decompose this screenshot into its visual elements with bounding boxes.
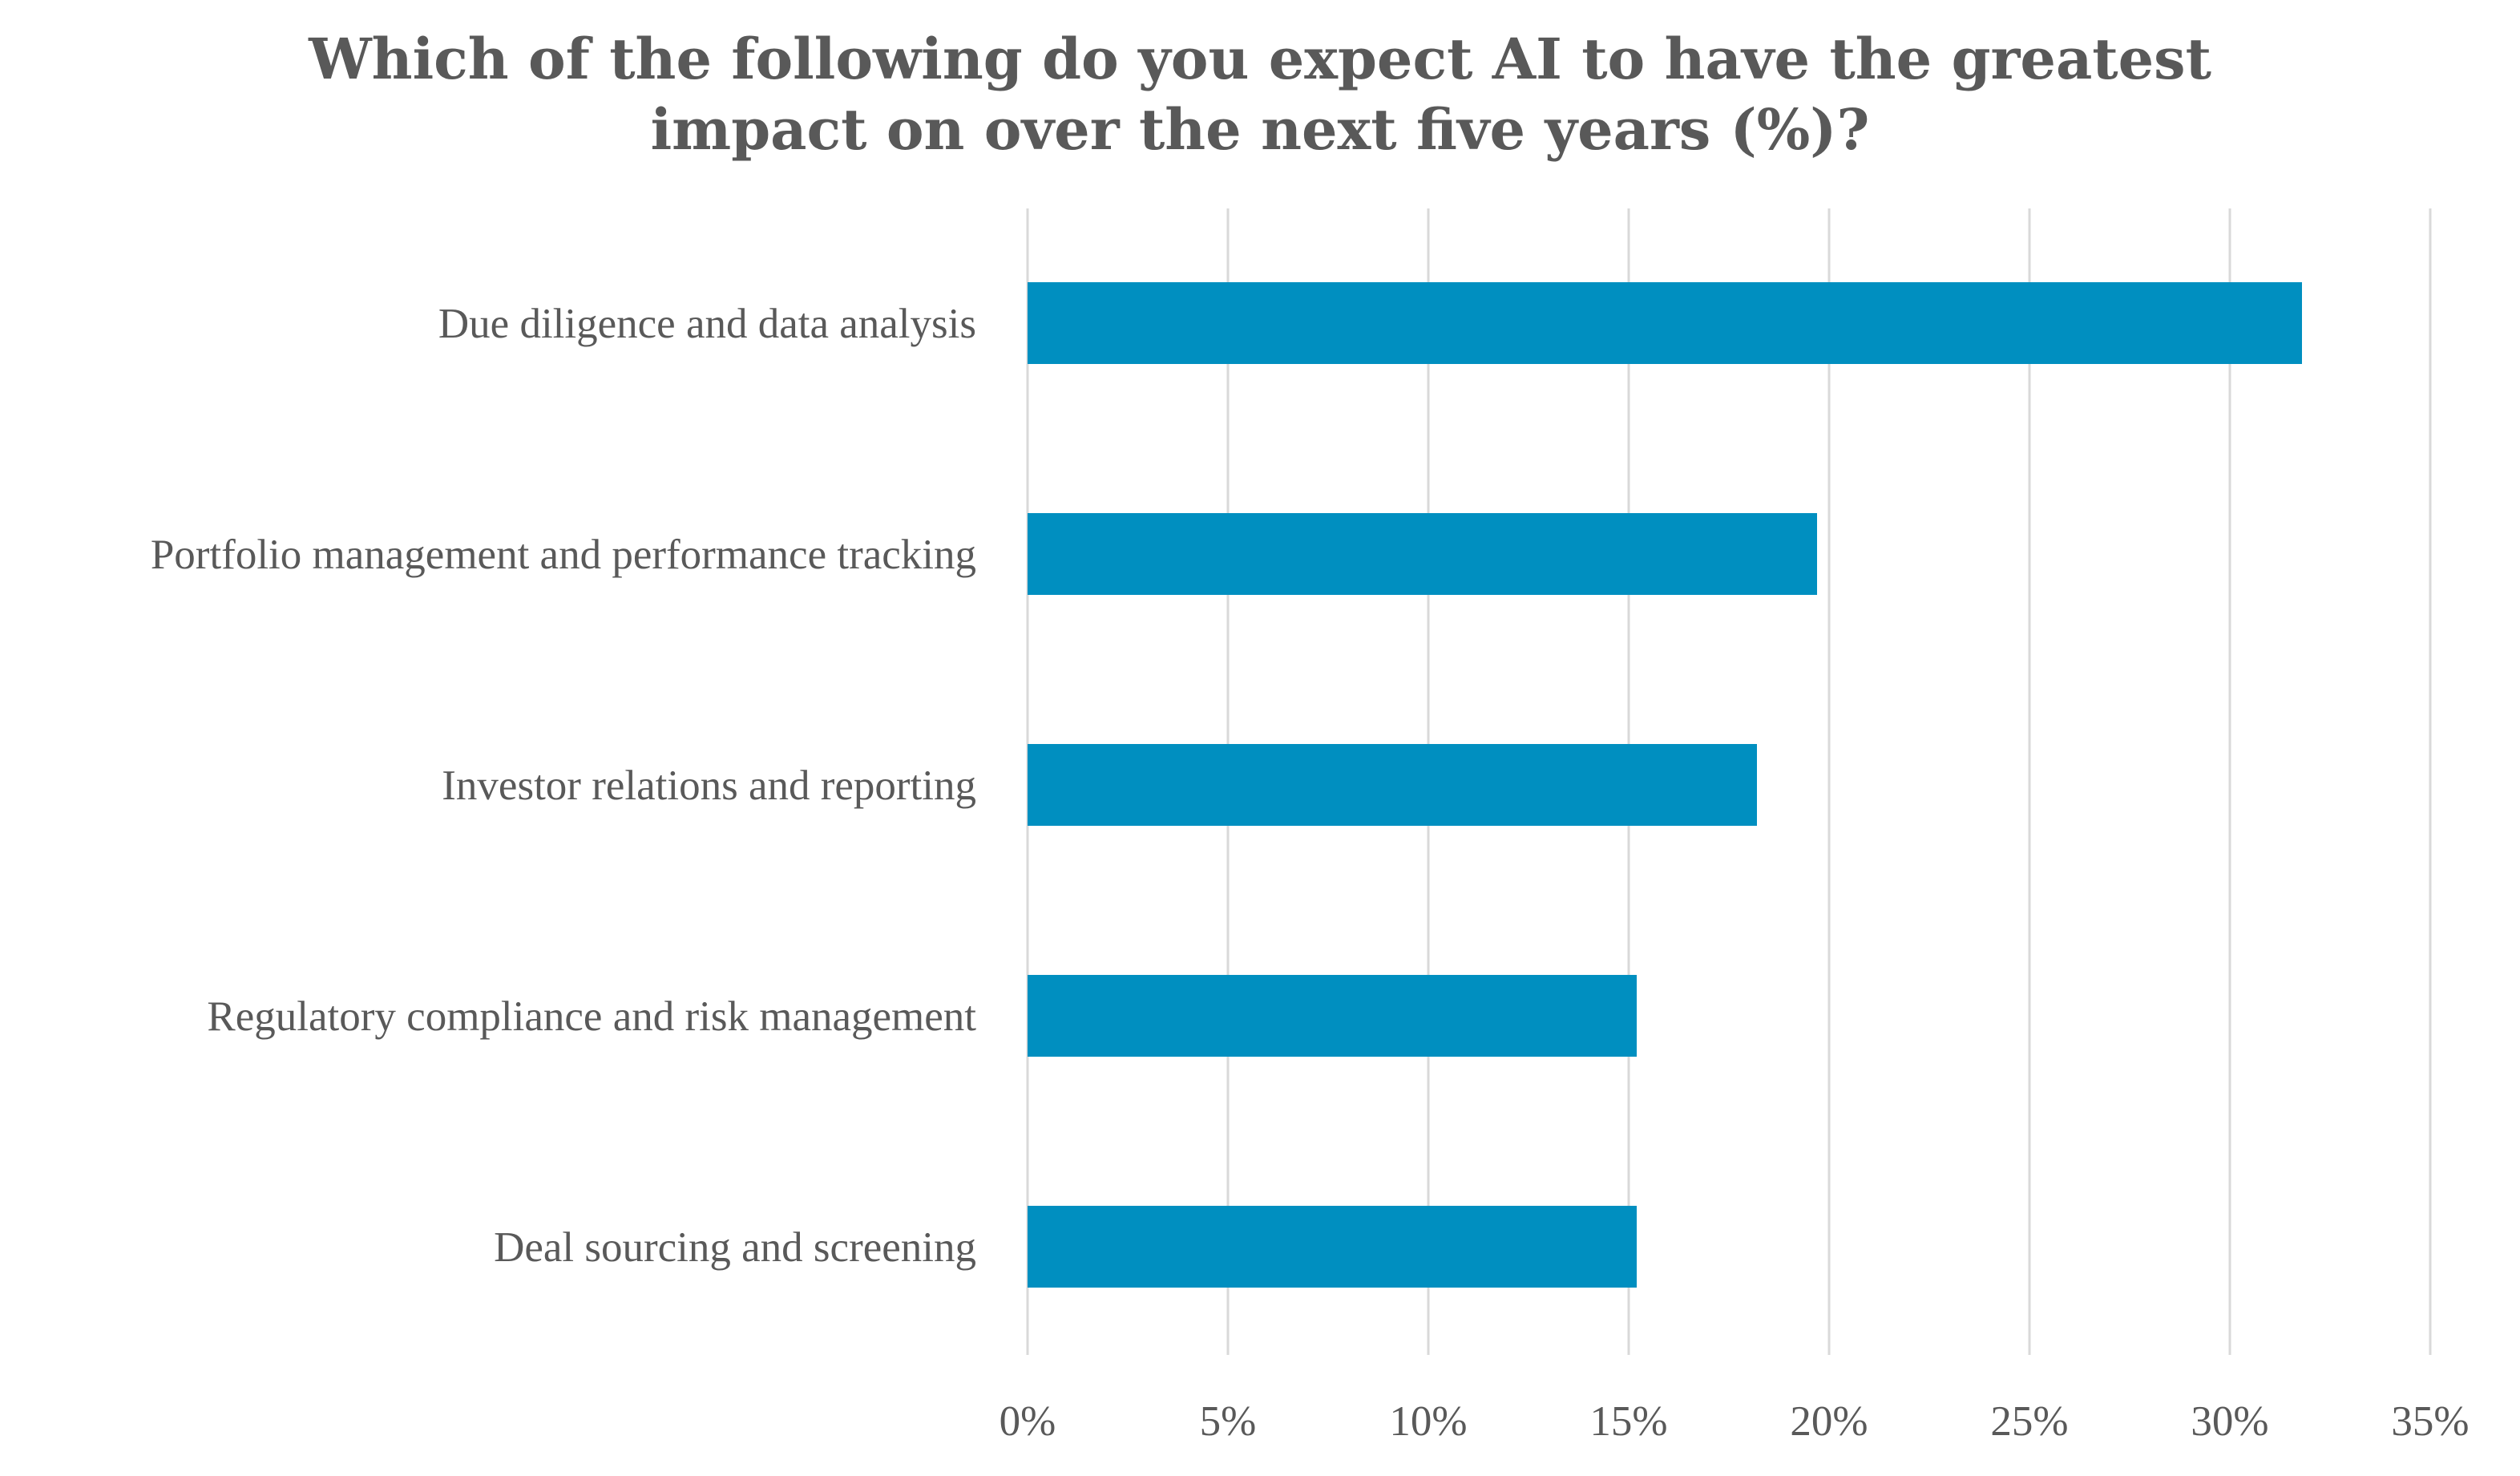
x-tick-label: 35%	[2391, 1398, 2469, 1445]
category-label: Portfolio management and performance tra…	[151, 532, 976, 578]
x-axis-tick-labels: 0% 5% 10% 15% 20% 25% 30% 35%	[1000, 1398, 2470, 1445]
x-tick-label: 10%	[1389, 1398, 1467, 1445]
chart-title-line-2: impact on over the next five years (%)?	[651, 96, 1870, 163]
x-tick-label: 25%	[1990, 1398, 2068, 1445]
bar	[1028, 744, 1757, 826]
bar	[1028, 975, 1637, 1057]
x-tick-label: 5%	[1200, 1398, 1257, 1445]
bar	[1028, 1206, 1637, 1288]
x-tick-label: 30%	[2191, 1398, 2268, 1445]
bar	[1028, 282, 2302, 364]
category-label: Investor relations and reporting	[442, 762, 976, 809]
category-label: Due diligence and data analysis	[438, 301, 976, 347]
x-tick-label: 15%	[1589, 1398, 1667, 1445]
bar	[1028, 513, 1817, 595]
chart-title: Which of the following do you expect AI …	[308, 26, 2211, 163]
category-labels: Due diligence and data analysis Portfolio…	[151, 301, 976, 1271]
category-label: Regulatory compliance and risk managemen…	[207, 993, 976, 1040]
bars	[1028, 282, 2302, 1288]
x-tick-label: 0%	[1000, 1398, 1056, 1445]
category-label: Deal sourcing and screening	[494, 1224, 976, 1271]
x-tick-label: 20%	[1790, 1398, 1868, 1445]
chart-title-line-1: Which of the following do you expect AI …	[308, 26, 2211, 92]
